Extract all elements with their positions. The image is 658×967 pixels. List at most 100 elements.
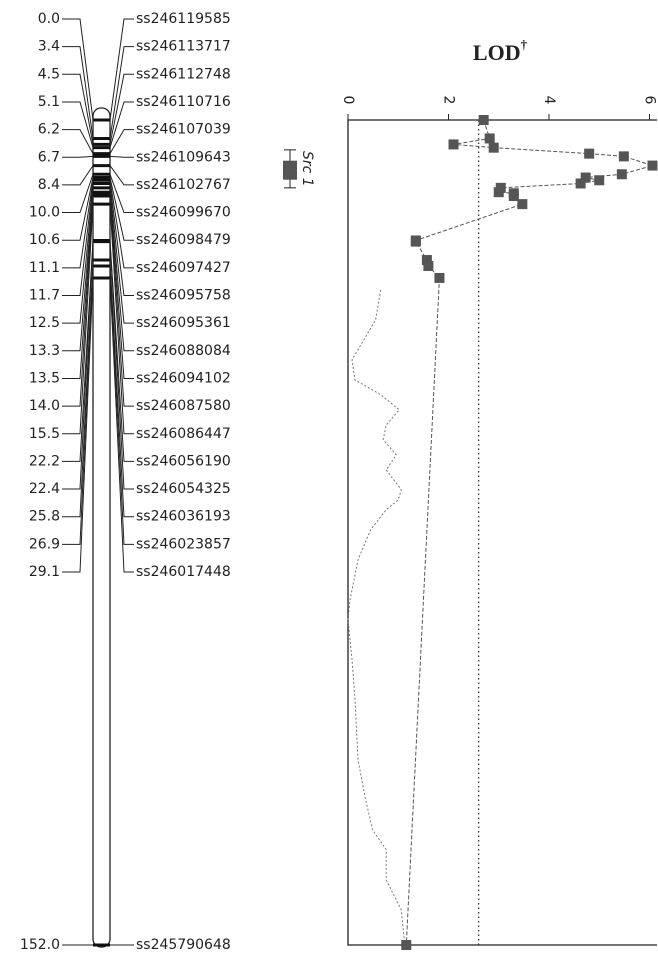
lod-point	[423, 261, 434, 272]
marker-position: 10.6	[29, 232, 60, 248]
x-tick-label: 4	[541, 96, 557, 105]
connector	[109, 155, 134, 158]
marker-name: ss246056190	[136, 453, 231, 469]
marker-position: 29.1	[29, 564, 60, 580]
title-text: LOD	[473, 40, 521, 65]
marker-position: 13.5	[29, 370, 60, 386]
marker-position: 6.2	[38, 122, 60, 138]
connector	[109, 277, 134, 573]
marker-name: ss246094102	[136, 370, 231, 386]
connector	[62, 174, 94, 214]
connector	[62, 204, 94, 435]
marker-position: 14.0	[29, 398, 60, 414]
connector	[62, 165, 94, 186]
marker-position: 25.8	[29, 509, 60, 525]
connector	[109, 101, 134, 148]
connector	[109, 180, 134, 269]
lod-point	[488, 142, 499, 153]
marker-position: 8.4	[38, 177, 60, 193]
connector	[109, 241, 134, 490]
connector	[62, 46, 94, 139]
marker-name: ss246099670	[136, 205, 231, 221]
connector	[62, 129, 94, 154]
marker-name: ss246102767	[136, 177, 231, 193]
connector	[109, 129, 134, 154]
marker-name: ss246110716	[136, 94, 231, 110]
marker-name: ss246119585	[136, 11, 231, 27]
marker-name: ss246095758	[136, 288, 231, 304]
lod-point	[434, 272, 445, 283]
connector	[62, 180, 94, 269]
marker-name: ss246017448	[136, 564, 231, 580]
connector	[62, 195, 94, 407]
qtl-label: Src 1	[299, 151, 315, 187]
lod-point	[580, 172, 591, 183]
title-note: †	[521, 37, 528, 52]
marker-name: ss246086447	[136, 426, 231, 442]
marker-position: 152.0	[20, 937, 60, 953]
lod-curve	[405, 119, 655, 946]
marker-position: 11.1	[29, 260, 60, 276]
connector	[109, 187, 134, 324]
marker-name: ss246023857	[136, 536, 231, 552]
connector	[109, 193, 134, 379]
marker-position: 26.9	[29, 536, 60, 552]
connector	[109, 204, 134, 435]
connector	[109, 260, 134, 518]
lod-point	[410, 236, 421, 247]
marker-name: ss246098479	[136, 232, 231, 248]
connector	[109, 265, 134, 545]
marker-position: 11.7	[29, 288, 60, 304]
connector	[62, 241, 94, 490]
connector	[62, 18, 94, 121]
qtl-box	[283, 160, 297, 180]
marker-name: ss246109643	[136, 149, 231, 165]
connector	[109, 183, 134, 296]
marker-position: 10.0	[29, 205, 60, 221]
plot-title: LOD†	[473, 37, 528, 65]
connector	[109, 240, 134, 462]
lod-point	[508, 190, 519, 201]
x-tick-label: 2	[440, 96, 456, 105]
lod-point	[421, 255, 432, 266]
connector	[62, 192, 94, 352]
connector	[109, 195, 134, 407]
lod-point	[493, 187, 504, 198]
marker-name: ss246097427	[136, 260, 231, 276]
marker-position: 4.5	[38, 66, 60, 82]
marker-name: ss246095361	[136, 315, 231, 331]
lod-point	[401, 940, 412, 950]
connector	[62, 277, 94, 573]
connector	[109, 174, 134, 214]
lod-point	[478, 115, 489, 125]
marker-name: ss246107039	[136, 122, 231, 138]
marker-position: 6.7	[38, 149, 60, 165]
connector	[109, 73, 134, 145]
marker-position: 0.0	[38, 11, 60, 27]
connector	[109, 165, 134, 186]
x-tick-label: 6	[641, 96, 657, 105]
marker-name: ss245790648	[136, 937, 231, 953]
marker-position: 15.5	[29, 426, 60, 442]
lod-point	[594, 175, 605, 186]
lod-point	[616, 169, 627, 180]
lod-point	[647, 160, 658, 171]
connector	[109, 18, 134, 121]
marker-position: 12.5	[29, 315, 60, 331]
connector	[62, 155, 94, 158]
lod-point	[618, 151, 629, 162]
marker-name: ss246054325	[136, 481, 231, 497]
x-tick-label: 0	[340, 96, 356, 105]
marker-position: 13.3	[29, 343, 60, 359]
connector	[109, 46, 134, 139]
marker-position: 22.2	[29, 453, 60, 469]
marker-name: ss246087580	[136, 398, 231, 414]
plot-frame	[347, 119, 657, 946]
connector	[109, 177, 134, 241]
lod-point	[517, 199, 528, 210]
connector	[62, 183, 94, 296]
lod-point	[448, 139, 459, 150]
marker-position: 3.4	[38, 39, 60, 55]
connector	[62, 193, 94, 379]
